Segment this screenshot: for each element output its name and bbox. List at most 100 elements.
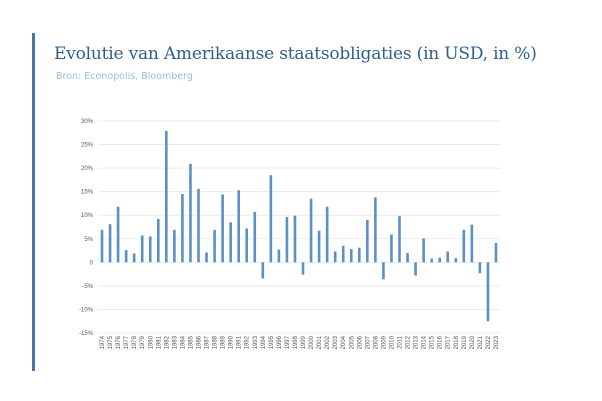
- bar-2013: [414, 262, 417, 276]
- bar-1975: [108, 224, 112, 263]
- x-tick-label: 1994: [261, 335, 267, 349]
- bar-1995: [269, 175, 273, 263]
- y-tick-label: 10%: [81, 213, 94, 219]
- y-tick-label: 20%: [81, 166, 94, 172]
- x-tick-label: 2018: [454, 335, 460, 349]
- bar-1979: [140, 235, 144, 263]
- x-tick-label: 2001: [317, 335, 323, 349]
- bar-2002: [325, 206, 329, 263]
- bar-1984: [181, 194, 184, 263]
- x-tick-label: 2015: [430, 335, 436, 349]
- bar-1990: [229, 222, 232, 263]
- grid-lines: [98, 120, 500, 334]
- x-tick-label: 1989: [221, 335, 227, 349]
- x-tick-label: 2002: [325, 335, 331, 349]
- bar-1993: [253, 211, 257, 263]
- bar-2020: [470, 224, 474, 263]
- x-tick-label: 1975: [108, 335, 114, 349]
- bar-1985: [189, 163, 192, 263]
- x-tick-label: 1983: [172, 335, 178, 349]
- x-tick-label: 2016: [438, 335, 444, 349]
- x-tick-label: 2005: [349, 335, 355, 349]
- x-tick-label: 2012: [406, 335, 412, 349]
- bar-1996: [277, 249, 281, 263]
- x-tick-label: 2006: [357, 335, 363, 349]
- bar-2010: [390, 234, 393, 263]
- y-tick-label: -5%: [82, 284, 93, 290]
- x-tick-label: 1998: [293, 335, 299, 349]
- x-tick-label: 2007: [365, 335, 371, 349]
- x-tick-label: 1987: [205, 335, 211, 349]
- x-tick-label: 1986: [197, 335, 203, 349]
- y-tick-label: 15%: [81, 190, 94, 196]
- accent-bar: [32, 33, 35, 371]
- bar-1988: [213, 229, 216, 263]
- x-tick-label: 2004: [341, 335, 347, 349]
- bar-2017: [446, 251, 450, 263]
- x-tick-label: 2022: [486, 335, 492, 349]
- x-tick-label: 2011: [398, 335, 404, 349]
- x-tick-label: 2021: [478, 335, 484, 349]
- bar-1987: [205, 252, 208, 263]
- x-tick-label: 1982: [164, 335, 170, 349]
- bar-2000: [309, 198, 313, 263]
- bar-1977: [124, 250, 128, 263]
- x-tick-label: 1992: [245, 335, 251, 349]
- bar-1980: [148, 236, 152, 263]
- bar-1982: [165, 130, 168, 263]
- bar-1974: [100, 229, 104, 263]
- bar-2003: [333, 251, 337, 263]
- x-tick-label: 2023: [494, 335, 500, 349]
- y-tick-label: -10%: [79, 307, 94, 313]
- bar-1983: [173, 229, 176, 263]
- bar-1989: [221, 194, 224, 263]
- bar-1976: [116, 206, 120, 263]
- y-tick-label: 30%: [81, 119, 94, 125]
- bar-2009: [382, 262, 385, 280]
- bar-1991: [237, 190, 240, 263]
- y-tick-label: -15%: [79, 331, 94, 337]
- x-tick-label: 1996: [277, 335, 283, 349]
- bar-1994: [261, 262, 265, 279]
- bar-2005: [349, 249, 353, 263]
- x-tick-label: 1977: [124, 335, 130, 349]
- bar-1986: [197, 188, 200, 263]
- bar-2015: [430, 258, 433, 263]
- x-tick-label: 2010: [389, 335, 395, 349]
- x-tick-label: 2008: [373, 335, 379, 349]
- bars: [100, 130, 498, 322]
- x-tick-label: 1990: [229, 335, 235, 349]
- bar-1981: [157, 218, 160, 263]
- x-tick-label: 1999: [301, 335, 307, 349]
- x-tick-label: 1976: [116, 335, 122, 349]
- chart-title: Evolutie van Amerikaanse staatsobligatie…: [54, 44, 537, 64]
- x-tick-label: 1997: [285, 335, 291, 349]
- bar-2016: [438, 257, 441, 263]
- y-tick-label: 0: [90, 260, 94, 266]
- x-tick-label: 2017: [446, 335, 452, 349]
- bar-2004: [341, 245, 345, 263]
- y-tick-label: 5%: [84, 237, 93, 243]
- bar-2019: [462, 229, 466, 263]
- bar-2022: [486, 262, 490, 322]
- bar-2006: [358, 247, 361, 263]
- bar-2012: [406, 252, 409, 263]
- bar-2007: [366, 219, 369, 263]
- x-tick-label: 1995: [269, 335, 275, 349]
- bar-2001: [317, 230, 321, 263]
- bar-2018: [454, 258, 458, 263]
- bar-2008: [374, 197, 377, 263]
- x-tick-label: 2003: [333, 335, 339, 349]
- bar-1998: [293, 215, 297, 263]
- x-tick-label: 1991: [237, 335, 243, 349]
- x-tick-label: 2014: [422, 335, 428, 349]
- x-tick-label: 2019: [462, 335, 468, 349]
- x-tick-label: 1993: [253, 335, 259, 349]
- x-tick-label: 1974: [100, 335, 106, 349]
- bar-1997: [285, 217, 289, 263]
- x-tick-label: 1985: [188, 335, 194, 349]
- x-tick-label: 2000: [309, 335, 315, 349]
- x-tick-label: 2013: [414, 335, 420, 349]
- bar-1992: [245, 228, 249, 263]
